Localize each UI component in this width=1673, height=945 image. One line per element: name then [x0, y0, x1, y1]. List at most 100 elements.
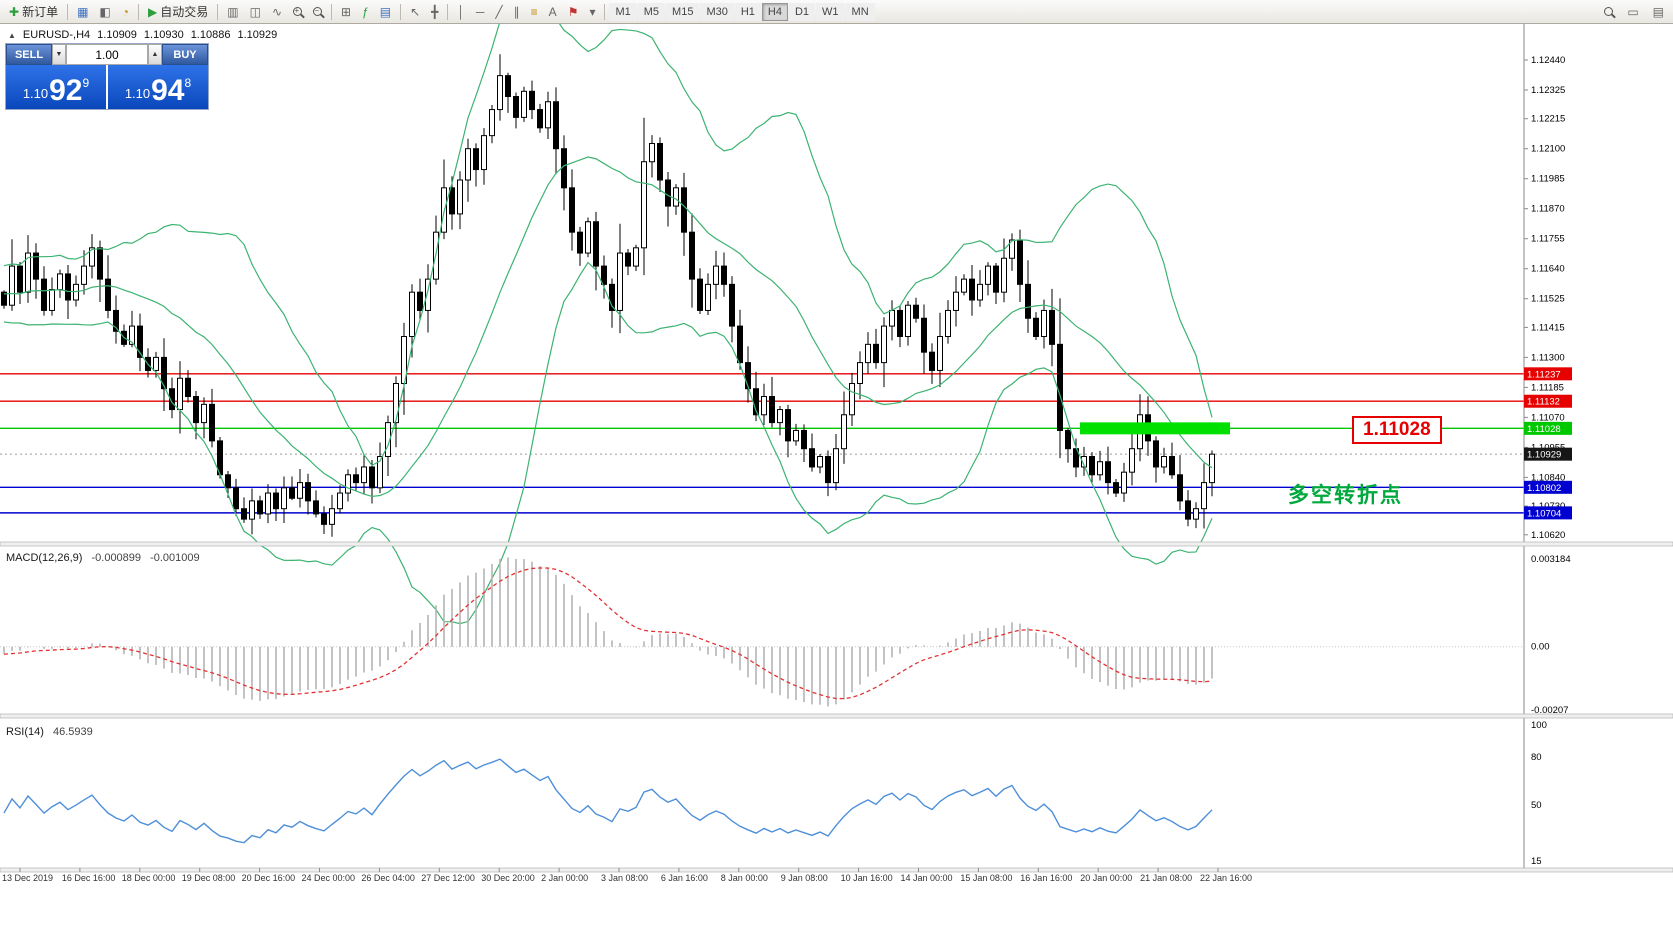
new-order-button[interactable]: ✚ 新订单	[4, 2, 63, 22]
volume-up-button[interactable]: ▲	[148, 44, 162, 65]
vertical-line-button[interactable]: │	[452, 2, 470, 22]
rsi-value: 46.5939	[52, 726, 93, 738]
profiles-icon: ◧	[99, 4, 111, 19]
horizontal-line-button[interactable]: ─	[471, 2, 490, 22]
svg-text:0.003184: 0.003184	[1531, 554, 1571, 565]
search-icon	[1604, 7, 1614, 16]
auto-trading-label: 自动交易	[160, 5, 209, 19]
time-axis-label: 13 Dec 2019	[2, 873, 53, 883]
new-order-label: 新订单	[22, 5, 59, 19]
bar-chart-button[interactable]: ▥	[222, 2, 243, 22]
auto-trading-button[interactable]: ▶ 自动交易	[143, 2, 213, 22]
channel-button[interactable]: ∥	[509, 2, 525, 22]
buy-price-panel[interactable]: 1.10 94 8	[108, 65, 208, 109]
svg-text:1.10929: 1.10929	[1527, 450, 1561, 461]
sell-price-base: 1.10	[22, 86, 49, 101]
text-tool-button[interactable]: A	[544, 2, 562, 22]
price-axis-label: 1.12325	[1531, 85, 1565, 96]
vertical-line-icon: │	[457, 4, 465, 19]
cursor-button[interactable]: ↖	[405, 2, 425, 22]
separator	[67, 3, 69, 20]
arrows-button[interactable]: ⚑	[563, 2, 584, 22]
tf-m5-button[interactable]: M5	[637, 2, 666, 21]
tf-m15-button[interactable]: M15	[666, 2, 700, 21]
crosshair-button[interactable]: ╋	[426, 2, 443, 22]
separator	[217, 3, 219, 20]
price-tag	[1524, 480, 1572, 494]
tf-d1-button[interactable]: D1	[788, 2, 816, 21]
svg-text:80: 80	[1531, 752, 1542, 763]
zoom-in-button[interactable]: +	[288, 2, 307, 22]
trendline-button[interactable]: ╱	[490, 2, 507, 22]
shapes-dropdown-button[interactable]: ▾	[584, 2, 600, 22]
price-axis-label: 1.11640	[1531, 264, 1565, 275]
fibonacci-button[interactable]: ≡	[526, 2, 543, 22]
time-axis-label: 15 Jan 08:00	[960, 873, 1012, 883]
price-callout-box[interactable]: 1.11028	[1352, 416, 1442, 444]
quote-high: 1.10930	[143, 29, 184, 41]
alerts-button[interactable]: ◔	[117, 2, 134, 22]
tf-w1-button[interactable]: W1	[816, 2, 845, 21]
zoom-out-button[interactable]: −	[308, 2, 327, 22]
tf-h4-button[interactable]: H4	[761, 2, 788, 21]
charts-window-button[interactable]: ▦	[72, 2, 93, 22]
text-tool-icon: A	[548, 4, 557, 19]
flag-icon: ⚑	[567, 4, 579, 19]
bollinger-upper	[3, 24, 1213, 467]
rsi-line	[3, 758, 1213, 844]
window-button[interactable]: ▭	[1622, 2, 1643, 22]
quote-low: 1.10886	[190, 29, 231, 41]
sell-price-pips: 92	[49, 74, 83, 108]
price-tag	[1524, 394, 1572, 408]
tf-m1-button[interactable]: M1	[609, 2, 637, 21]
buy-price-pips: 94	[151, 74, 185, 108]
sell-price-point: 9	[82, 76, 90, 90]
bollinger-lower	[3, 261, 1213, 625]
time-axis-label: 21 Jan 08:00	[1140, 873, 1192, 883]
chart-canvas[interactable]: 1.12440 1.12325 1.12215 1.12100 1.11985 1.118…	[0, 24, 1673, 945]
time-axis-label: 27 Dec 12:00	[421, 873, 475, 883]
tf-mn-button[interactable]: MN	[845, 2, 875, 21]
candlestick-icon: ◫	[249, 4, 261, 19]
candlestick-button[interactable]: ◫	[245, 2, 266, 22]
fibonacci-icon: ≡	[530, 4, 538, 19]
charts-window-icon: ▦	[77, 4, 89, 19]
time-axis-label: 26 Dec 04:00	[361, 873, 415, 883]
templates-button[interactable]: ▤	[375, 2, 396, 22]
svg-text:15: 15	[1531, 856, 1542, 867]
time-axis-label: 22 Jan 16:00	[1200, 873, 1252, 883]
price-axis-label: 1.11185	[1531, 382, 1564, 393]
templates-icon: ▤	[379, 4, 392, 19]
horizontal-line-icon: ─	[475, 4, 485, 19]
tf-h1-button[interactable]: H1	[734, 2, 761, 21]
macd-title: MACD(12,26,9)	[6, 552, 83, 564]
window-icon: ▭	[1627, 4, 1639, 19]
price-axis-label: 1.12440	[1531, 55, 1565, 66]
time-axis-label: 20 Jan 00:00	[1080, 873, 1132, 883]
grid-button[interactable]: ⊞	[336, 2, 356, 22]
sell-price-panel[interactable]: 1.10 92 9	[6, 65, 108, 109]
highlight-zone[interactable]	[1080, 422, 1230, 435]
volume-down-button[interactable]: ▼	[52, 44, 66, 65]
macd-value-signal: -0.001009	[150, 552, 200, 564]
volume-input[interactable]	[66, 44, 148, 65]
time-axis-label: 10 Jan 16:00	[841, 873, 893, 883]
symbol-period-label: EURUSD-,H4	[22, 29, 91, 41]
sell-button[interactable]: SELL	[6, 44, 52, 65]
separator	[400, 3, 402, 20]
candles	[1, 54, 1215, 537]
svg-text:100: 100	[1531, 720, 1547, 731]
indicators-button[interactable]: ƒ	[357, 2, 374, 22]
auto-trading-icon: ▶	[148, 4, 158, 19]
buy-button[interactable]: BUY	[162, 44, 208, 65]
search-button[interactable]	[1599, 2, 1618, 22]
buy-price-base: 1.10	[124, 86, 151, 101]
price-tag	[1524, 447, 1572, 461]
profiles-button[interactable]: ◧	[94, 2, 115, 22]
price-axis-label: 1.11525	[1531, 294, 1565, 305]
panel-button[interactable]: ▤	[1648, 2, 1669, 22]
time-axis-label: 16 Dec 16:00	[62, 873, 116, 883]
line-chart-button[interactable]: ∿	[267, 2, 287, 22]
one-click-collapse-arrow[interactable]: ▲	[8, 30, 16, 40]
tf-m30-button[interactable]: M30	[700, 2, 734, 21]
